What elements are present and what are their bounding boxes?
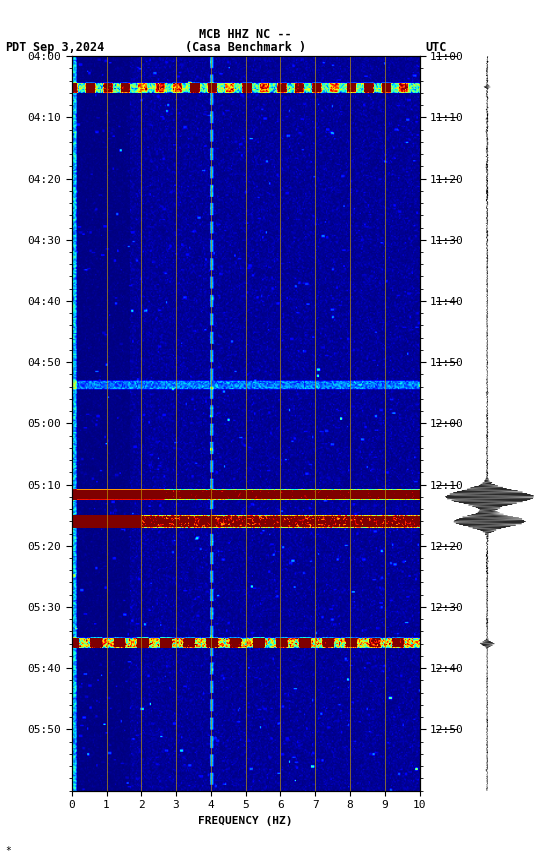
Text: (Casa Benchmark ): (Casa Benchmark ) — [185, 41, 306, 54]
Text: Sep 3,2024: Sep 3,2024 — [33, 41, 104, 54]
Text: MCB HHZ NC --: MCB HHZ NC -- — [199, 28, 292, 41]
Text: *: * — [6, 846, 12, 855]
Text: UTC: UTC — [425, 41, 447, 54]
Text: PDT: PDT — [6, 41, 27, 54]
X-axis label: FREQUENCY (HZ): FREQUENCY (HZ) — [198, 816, 293, 826]
